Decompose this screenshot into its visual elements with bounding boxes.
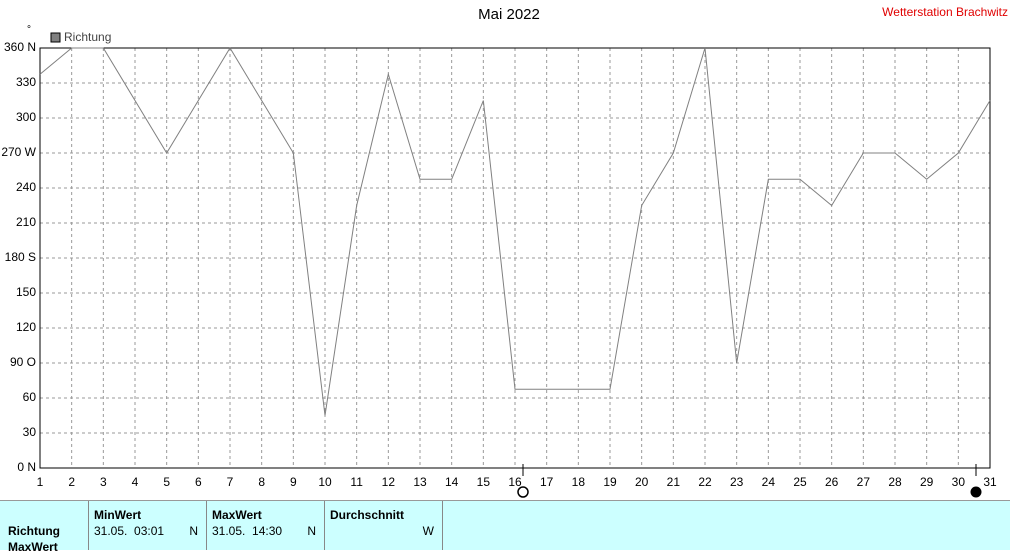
y-tick-label: 360 N — [4, 40, 36, 54]
x-tick-label: 3 — [100, 475, 107, 489]
row-label: MaxWert — [8, 540, 58, 554]
column-header: Durchschnitt — [330, 508, 405, 522]
x-tick-label: 5 — [163, 475, 170, 489]
x-tick-label: 1 — [37, 475, 44, 489]
y-tick-label: 270 W — [1, 145, 36, 159]
x-tick-label: 25 — [793, 475, 807, 489]
y-tick-label: 210 — [16, 215, 36, 229]
x-tick-label: 4 — [132, 475, 139, 489]
x-tick-label: 7 — [227, 475, 234, 489]
x-tick-label: 23 — [730, 475, 744, 489]
x-tick-label: 31 — [983, 475, 997, 489]
y-tick-label: 30 — [23, 425, 37, 439]
x-tick-label: 16 — [508, 475, 522, 489]
x-tick-label: 15 — [477, 475, 491, 489]
x-tick-label: 20 — [635, 475, 649, 489]
y-tick-label: 0 N — [17, 460, 36, 474]
y-tick-label: 60 — [23, 390, 37, 404]
x-tick-label: 6 — [195, 475, 202, 489]
x-tick-label: 14 — [445, 475, 459, 489]
x-tick-label: 2 — [68, 475, 75, 489]
x-tick-label: 26 — [825, 475, 839, 489]
row-label: Richtung — [8, 524, 60, 538]
x-tick-label: 18 — [572, 475, 586, 489]
x-tick-label: 9 — [290, 475, 297, 489]
plot-border — [39, 47, 991, 469]
y-tick-label: 180 S — [5, 250, 36, 264]
y-tick-label: 300 — [16, 110, 36, 124]
x-tick-label: 19 — [603, 475, 617, 489]
x-tick-label: 8 — [258, 475, 265, 489]
legend-label: Richtung — [64, 30, 111, 44]
legend-swatch — [50, 32, 61, 43]
y-tick-label: 120 — [16, 320, 36, 334]
data-line — [39, 47, 991, 416]
y-tick-label: 90 O — [10, 355, 36, 369]
column-header: MinWert — [94, 508, 142, 522]
y-tick-label: 330 — [16, 75, 36, 89]
max-time: 31.05. 14:30 — [212, 524, 283, 538]
summary-table: Richtung MaxWert MinWert 31.05. 03:01 N … — [0, 500, 1010, 554]
avg-dir: W — [422, 524, 434, 538]
min-column: MinWert 31.05. 03:01 N — [89, 501, 207, 550]
y-unit: ° — [27, 25, 31, 36]
x-tick-label: 27 — [857, 475, 871, 489]
x-tick-label: 10 — [318, 475, 332, 489]
x-tick-label: 28 — [888, 475, 902, 489]
x-tick-label: 17 — [540, 475, 554, 489]
x-tick-label: 24 — [762, 475, 776, 489]
x-tick-label: 30 — [952, 475, 966, 489]
x-tick-label: 21 — [667, 475, 681, 489]
x-tick-label: 12 — [382, 475, 396, 489]
y-tick-label: 150 — [16, 285, 36, 299]
x-tick-label: 29 — [920, 475, 934, 489]
x-tick-label: 11 — [350, 475, 363, 489]
y-tick-label: 240 — [16, 180, 36, 194]
max-dir: N — [307, 524, 316, 538]
label-column: Richtung MaxWert — [0, 501, 89, 554]
new-moon-icon — [970, 486, 982, 498]
column-header: MaxWert — [212, 508, 262, 522]
min-time: 31.05. 03:01 — [94, 524, 165, 538]
station-name: Wetterstation Brachwitz — [882, 5, 1008, 19]
chart-title: Mai 2022 — [478, 6, 540, 23]
chart: Mai 2022 Wetterstation Brachwitz ° Richt… — [1, 5, 1008, 498]
full-moon-icon — [517, 486, 529, 498]
max-column: MaxWert 31.05. 14:30 N — [207, 501, 325, 550]
x-tick-label: 13 — [413, 475, 427, 489]
avg-column: Durchschnitt W — [325, 501, 443, 550]
min-dir: N — [189, 524, 198, 538]
x-tick-label: 22 — [698, 475, 712, 489]
